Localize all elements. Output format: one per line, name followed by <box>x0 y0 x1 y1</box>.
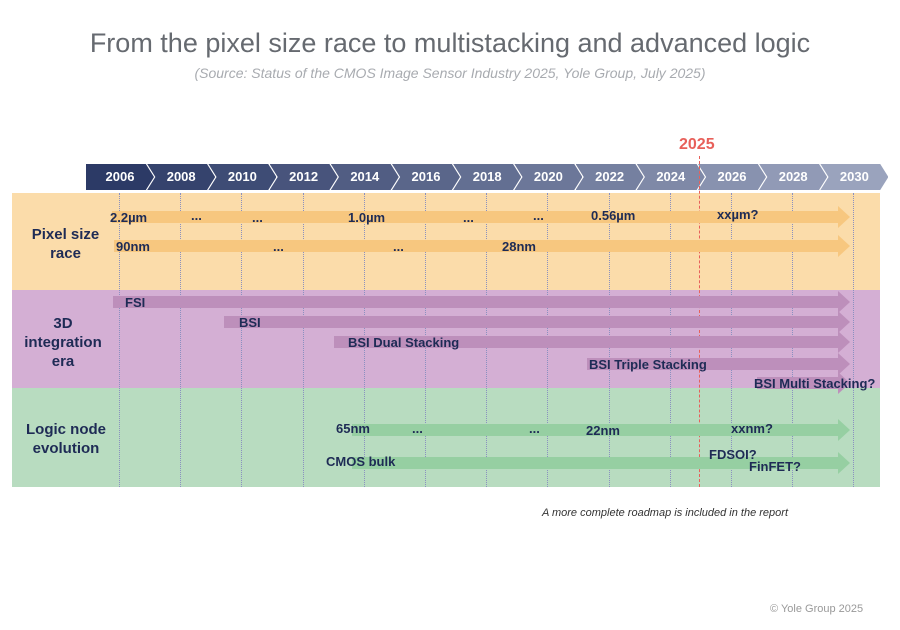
year-chevron: 2030 <box>820 164 889 190</box>
milestone-label: CMOS bulk <box>326 454 396 469</box>
year-chevron: 2006 <box>86 164 154 190</box>
year-chevron: 2018 <box>453 164 522 190</box>
year-gridline <box>853 193 855 487</box>
milestone-label: 0.56µm <box>591 208 636 223</box>
row-label-logic: Logic node evolution <box>26 421 106 457</box>
milestone-label: 90nm <box>116 239 150 254</box>
milestone-label: 2.2µm <box>110 210 148 225</box>
fsi-arrow <box>113 291 850 313</box>
year-chevron: 2028 <box>759 164 828 190</box>
ellipsis: ... <box>191 208 202 223</box>
row-label-pixel: Pixel size race <box>31 226 100 262</box>
ellipsis: ... <box>393 239 404 254</box>
copyright: © Yole Group 2025 <box>770 603 864 615</box>
year-chevron: 2016 <box>392 164 460 190</box>
milestone-label: FDSOI? <box>709 447 757 462</box>
bsi-multi-stacking-label: BSI Multi Stacking? <box>754 376 876 391</box>
diagram-title: From the pixel size race to multistackin… <box>89 28 811 58</box>
bsi-dual-stacking-label: BSI Dual Stacking <box>348 335 460 350</box>
milestone-label: xxnm? <box>731 421 773 436</box>
bsi-dual-stacking-arrow <box>334 331 850 353</box>
year-chevron: 2024 <box>636 164 705 190</box>
milestone-label: 22nm <box>586 423 620 438</box>
footnote: A more complete roadmap is included in t… <box>542 507 788 519</box>
bsi-arrow <box>224 311 850 333</box>
year-chevron: 2012 <box>269 164 338 190</box>
year-gridline <box>180 193 182 487</box>
ellipsis: ... <box>533 208 544 223</box>
year-chevron: 2026 <box>698 164 766 190</box>
ellipsis: ... <box>529 421 540 436</box>
year-gridline <box>302 193 304 487</box>
year-chevron: 2022 <box>575 164 644 190</box>
ellipsis: ... <box>412 421 423 436</box>
diagram-source: (Source: Status of the CMOS Image Sensor… <box>194 65 706 81</box>
process-node-arrow <box>114 235 850 257</box>
fsi-label: FSI <box>125 295 146 310</box>
transistor-type-arrow <box>352 452 850 474</box>
ellipsis: ... <box>273 239 284 254</box>
logic-band <box>12 388 880 487</box>
bsi-multi-stacking-arrow <box>757 372 850 394</box>
milestone-label: 28nm <box>502 239 536 254</box>
year-chevron: 2020 <box>514 164 583 190</box>
milestone-label: FinFET? <box>749 459 801 474</box>
year-gridline <box>241 193 243 487</box>
ellipsis: ... <box>463 210 474 225</box>
pixel-size-arrow <box>112 206 850 228</box>
year-chevron: 2010 <box>208 164 277 190</box>
milestone-label: xxµm? <box>717 207 759 222</box>
milestone-label: 65nm <box>336 421 370 436</box>
ellipsis: ... <box>252 210 263 225</box>
bsi-triple-stacking-label: BSI Triple Stacking <box>589 357 707 372</box>
milestone-label: 1.0µm <box>348 210 386 225</box>
current-year-label: 2025 <box>679 136 715 153</box>
year-gridline <box>119 193 120 487</box>
bsi-label: BSI <box>239 315 261 330</box>
bsi-triple-stacking-arrow <box>587 353 850 375</box>
year-chevron: 2008 <box>147 164 216 190</box>
logic-node-arrow <box>352 419 850 441</box>
row-label-integration: 3D integration era <box>24 315 102 370</box>
year-chevron: 2014 <box>330 164 399 190</box>
